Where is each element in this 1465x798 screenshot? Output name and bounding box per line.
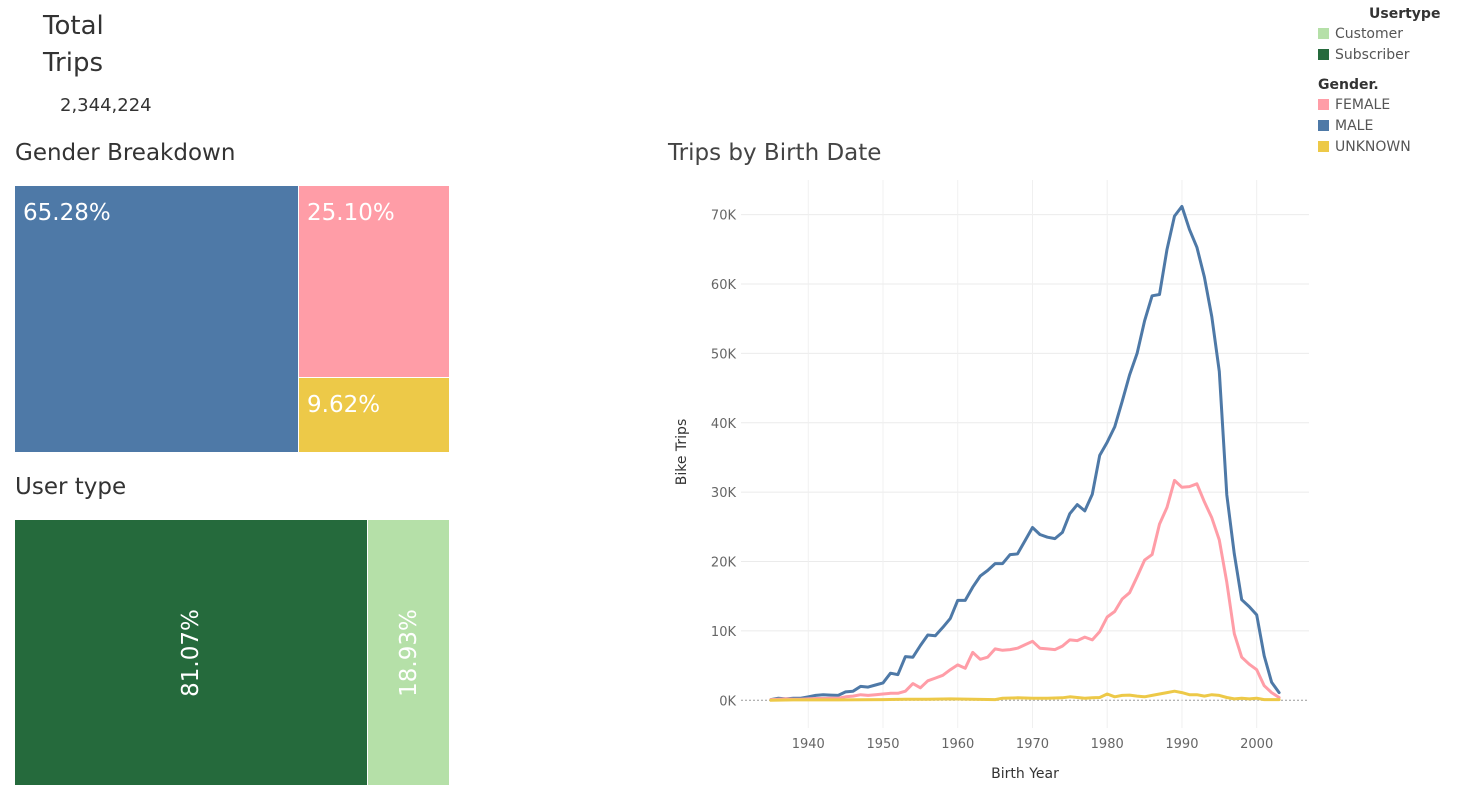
legend-swatch-male	[1318, 120, 1329, 131]
usertype-treemap-subscriber[interactable]: 81.07%	[15, 520, 367, 785]
series-line-male[interactable]	[769, 204, 1281, 702]
y-tick-label: 0K	[719, 694, 736, 709]
series-line-female[interactable]	[769, 478, 1281, 702]
y-tick-label: 20K	[711, 556, 737, 571]
y-tick-label: 10K	[711, 625, 737, 640]
gender-female-percent: 25.10%	[307, 200, 395, 226]
y-tick-label: 40K	[711, 417, 737, 432]
legend-label-subscriber: Subscriber	[1335, 47, 1410, 63]
legend-item-subscriber[interactable]: Subscriber	[1318, 45, 1440, 66]
total-trips-title: Total Trips	[43, 8, 104, 82]
total-trips-title-line1: Total	[43, 11, 104, 41]
usertype-subscriber-percent: 81.07%	[178, 608, 204, 697]
legend-item-unknown[interactable]: UNKNOWN	[1318, 137, 1440, 158]
gender-unknown-percent: 9.62%	[307, 392, 381, 418]
y-tick-label: 70K	[711, 209, 737, 224]
legend-label-female: FEMALE	[1335, 97, 1391, 113]
x-tick-label: 1980	[1091, 737, 1124, 752]
gender-treemap-female[interactable]: 25.10%	[299, 186, 449, 377]
axis-layer: 0K 10K 20K 30K 40K 50K 60K 70K 1940 1950 1960 1970 1…	[711, 209, 1273, 752]
x-tick-label: 1950	[866, 737, 899, 752]
series-layer	[769, 204, 1281, 702]
legend-swatch-customer	[1318, 28, 1329, 39]
total-trips-title-line2: Trips	[43, 48, 104, 78]
y-axis-label: Bike Trips	[674, 419, 690, 486]
y-tick-label: 50K	[711, 347, 737, 362]
legend-gender-title: Gender.	[1318, 77, 1379, 93]
x-tick-label: 1990	[1165, 737, 1198, 752]
x-tick-label: 1970	[1016, 737, 1049, 752]
user-type-title: User type	[15, 474, 127, 500]
legend-label-unknown: UNKNOWN	[1335, 139, 1411, 155]
series-line-unknown[interactable]	[769, 689, 1281, 702]
grid-layer	[741, 180, 1309, 728]
usertype-treemap-customer[interactable]: 18.93%	[368, 520, 449, 785]
usertype-customer-percent: 18.93%	[395, 608, 422, 697]
legend-usertype-title: Usertype	[1369, 6, 1441, 22]
legend-label-customer: Customer	[1335, 26, 1404, 42]
gender-breakdown-title: Gender Breakdown	[15, 140, 236, 166]
x-tick-label: 2000	[1240, 737, 1273, 752]
trips-by-birth-date-chart: 0K 10K 20K 30K 40K 50K 60K 70K 1940 1950 1960 1970 1…	[674, 180, 1309, 782]
x-tick-label: 1940	[792, 737, 825, 752]
legend: Usertype Customer Subscriber Gender. FEM…	[1318, 4, 1440, 158]
x-axis-label: Birth Year	[991, 766, 1059, 782]
legend-item-customer[interactable]: Customer	[1318, 24, 1440, 45]
chart-title: Trips by Birth Date	[668, 140, 882, 166]
gender-male-percent: 65.28%	[23, 200, 111, 226]
legend-item-male[interactable]: MALE	[1318, 116, 1440, 137]
x-tick-label: 1960	[941, 737, 974, 752]
y-tick-label: 60K	[711, 278, 737, 293]
gender-treemap-male[interactable]: 65.28%	[15, 186, 298, 452]
legend-swatch-subscriber	[1318, 49, 1329, 60]
legend-swatch-female	[1318, 99, 1329, 110]
total-trips-value: 2,344,224	[60, 95, 152, 116]
gender-treemap-unknown[interactable]: 9.62%	[299, 378, 449, 452]
legend-label-male: MALE	[1335, 118, 1374, 134]
y-tick-label: 30K	[711, 486, 737, 501]
legend-item-female[interactable]: FEMALE	[1318, 95, 1440, 116]
legend-swatch-unknown	[1318, 141, 1329, 152]
